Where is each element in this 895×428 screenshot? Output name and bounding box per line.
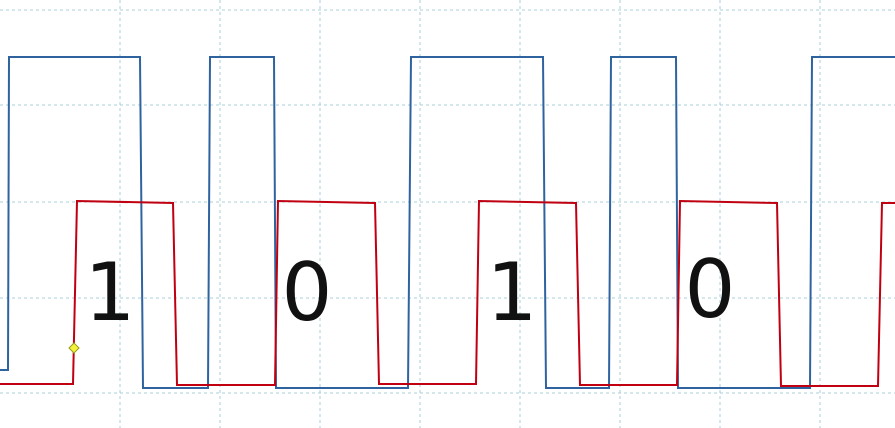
markers (68, 342, 80, 354)
bit-label: 1 (487, 246, 538, 339)
traces (0, 56, 895, 389)
bit-label: 0 (685, 243, 736, 336)
red-signal-trace (0, 199, 895, 387)
bit-labels: 1 0 1 0 (85, 243, 736, 339)
bit-label: 1 (85, 246, 136, 339)
trigger-marker[interactable] (68, 342, 80, 354)
bit-label: 0 (282, 246, 333, 339)
